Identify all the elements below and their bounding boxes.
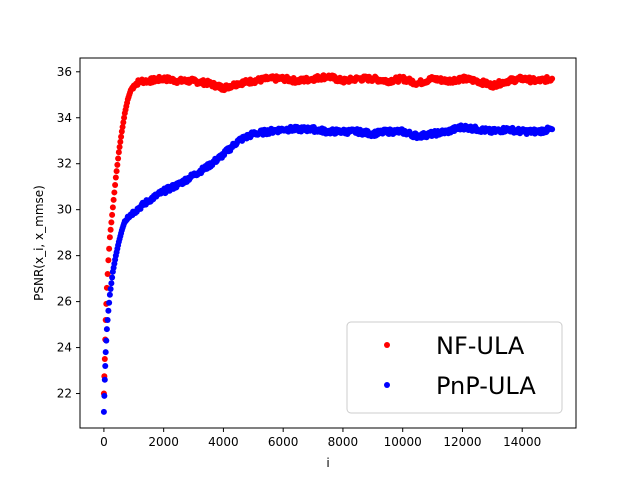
x-tick-label: 4000 <box>208 435 239 449</box>
data-point <box>101 356 108 363</box>
x-tick-label: 14000 <box>503 435 541 449</box>
data-point <box>106 245 113 252</box>
x-tick-label: 6000 <box>268 435 299 449</box>
x-axis: 0 2000 4000 6000 8000 10000 12000 14000 <box>100 428 541 449</box>
y-tick-label: 34 <box>57 111 72 125</box>
y-tick-label: 24 <box>57 341 72 355</box>
data-point <box>115 149 122 156</box>
data-point <box>548 76 555 83</box>
y-tick-label: 36 <box>57 65 72 79</box>
legend: NF-ULA PnP-ULA <box>346 321 563 414</box>
legend-label-pnp-ula: PnP-ULA <box>436 372 536 400</box>
plot-frame <box>79 57 577 429</box>
data-point <box>109 204 116 211</box>
data-point <box>118 133 125 140</box>
x-axis-label: i <box>326 456 329 470</box>
data-point <box>117 138 124 145</box>
legend-marker-nf-ula <box>384 342 390 348</box>
y-axis: 22 24 26 28 30 32 34 36 <box>57 65 80 401</box>
data-point <box>112 174 119 181</box>
data-point <box>103 326 110 333</box>
data-point <box>104 316 111 323</box>
data-point <box>114 161 121 168</box>
x-tick-label: 10000 <box>384 435 422 449</box>
data-point <box>115 155 122 162</box>
data-point <box>118 128 125 135</box>
y-axis-label: PSNR(x_i, x_mmse) <box>32 185 46 301</box>
series-pnp-ula <box>100 122 556 415</box>
data-point <box>109 274 116 281</box>
data-point <box>102 349 109 356</box>
data-point <box>105 257 112 264</box>
series-layer <box>100 72 556 415</box>
data-point <box>108 219 115 226</box>
data-point <box>106 291 113 298</box>
data-point <box>110 196 117 203</box>
y-tick-label: 22 <box>57 387 72 401</box>
data-point <box>121 114 128 121</box>
y-tick-label: 30 <box>57 203 72 217</box>
data-point <box>124 99 131 106</box>
data-point <box>101 376 108 383</box>
x-tick-label: 8000 <box>328 435 359 449</box>
data-point <box>116 144 123 151</box>
data-point <box>112 181 119 188</box>
data-point <box>103 337 110 344</box>
legend-box <box>346 321 563 414</box>
x-tick-label: 12000 <box>443 435 481 449</box>
x-tick-label: 2000 <box>148 435 179 449</box>
data-point <box>112 256 119 263</box>
data-point <box>548 125 555 132</box>
data-point <box>118 230 125 237</box>
y-tick-label: 28 <box>57 249 72 263</box>
data-point <box>119 123 126 130</box>
data-point <box>106 299 113 306</box>
series-nf-ula <box>100 72 556 397</box>
legend-label-nf-ula: NF-ULA <box>436 332 525 360</box>
legend-marker-pnp-ula <box>384 382 390 388</box>
y-tick-label: 32 <box>57 157 72 171</box>
data-point <box>105 307 112 314</box>
data-point <box>109 211 116 218</box>
data-point <box>111 189 118 196</box>
data-point <box>108 280 115 287</box>
data-point <box>102 362 109 369</box>
data-point <box>113 168 120 175</box>
data-point <box>101 392 108 399</box>
data-point <box>107 285 114 292</box>
data-point <box>104 271 111 278</box>
x-tick-label: 0 <box>100 435 108 449</box>
data-point <box>115 242 122 249</box>
data-point <box>100 408 107 415</box>
data-point <box>106 234 113 241</box>
data-point <box>120 119 127 126</box>
data-point <box>107 226 114 233</box>
y-tick-label: 26 <box>57 295 72 309</box>
